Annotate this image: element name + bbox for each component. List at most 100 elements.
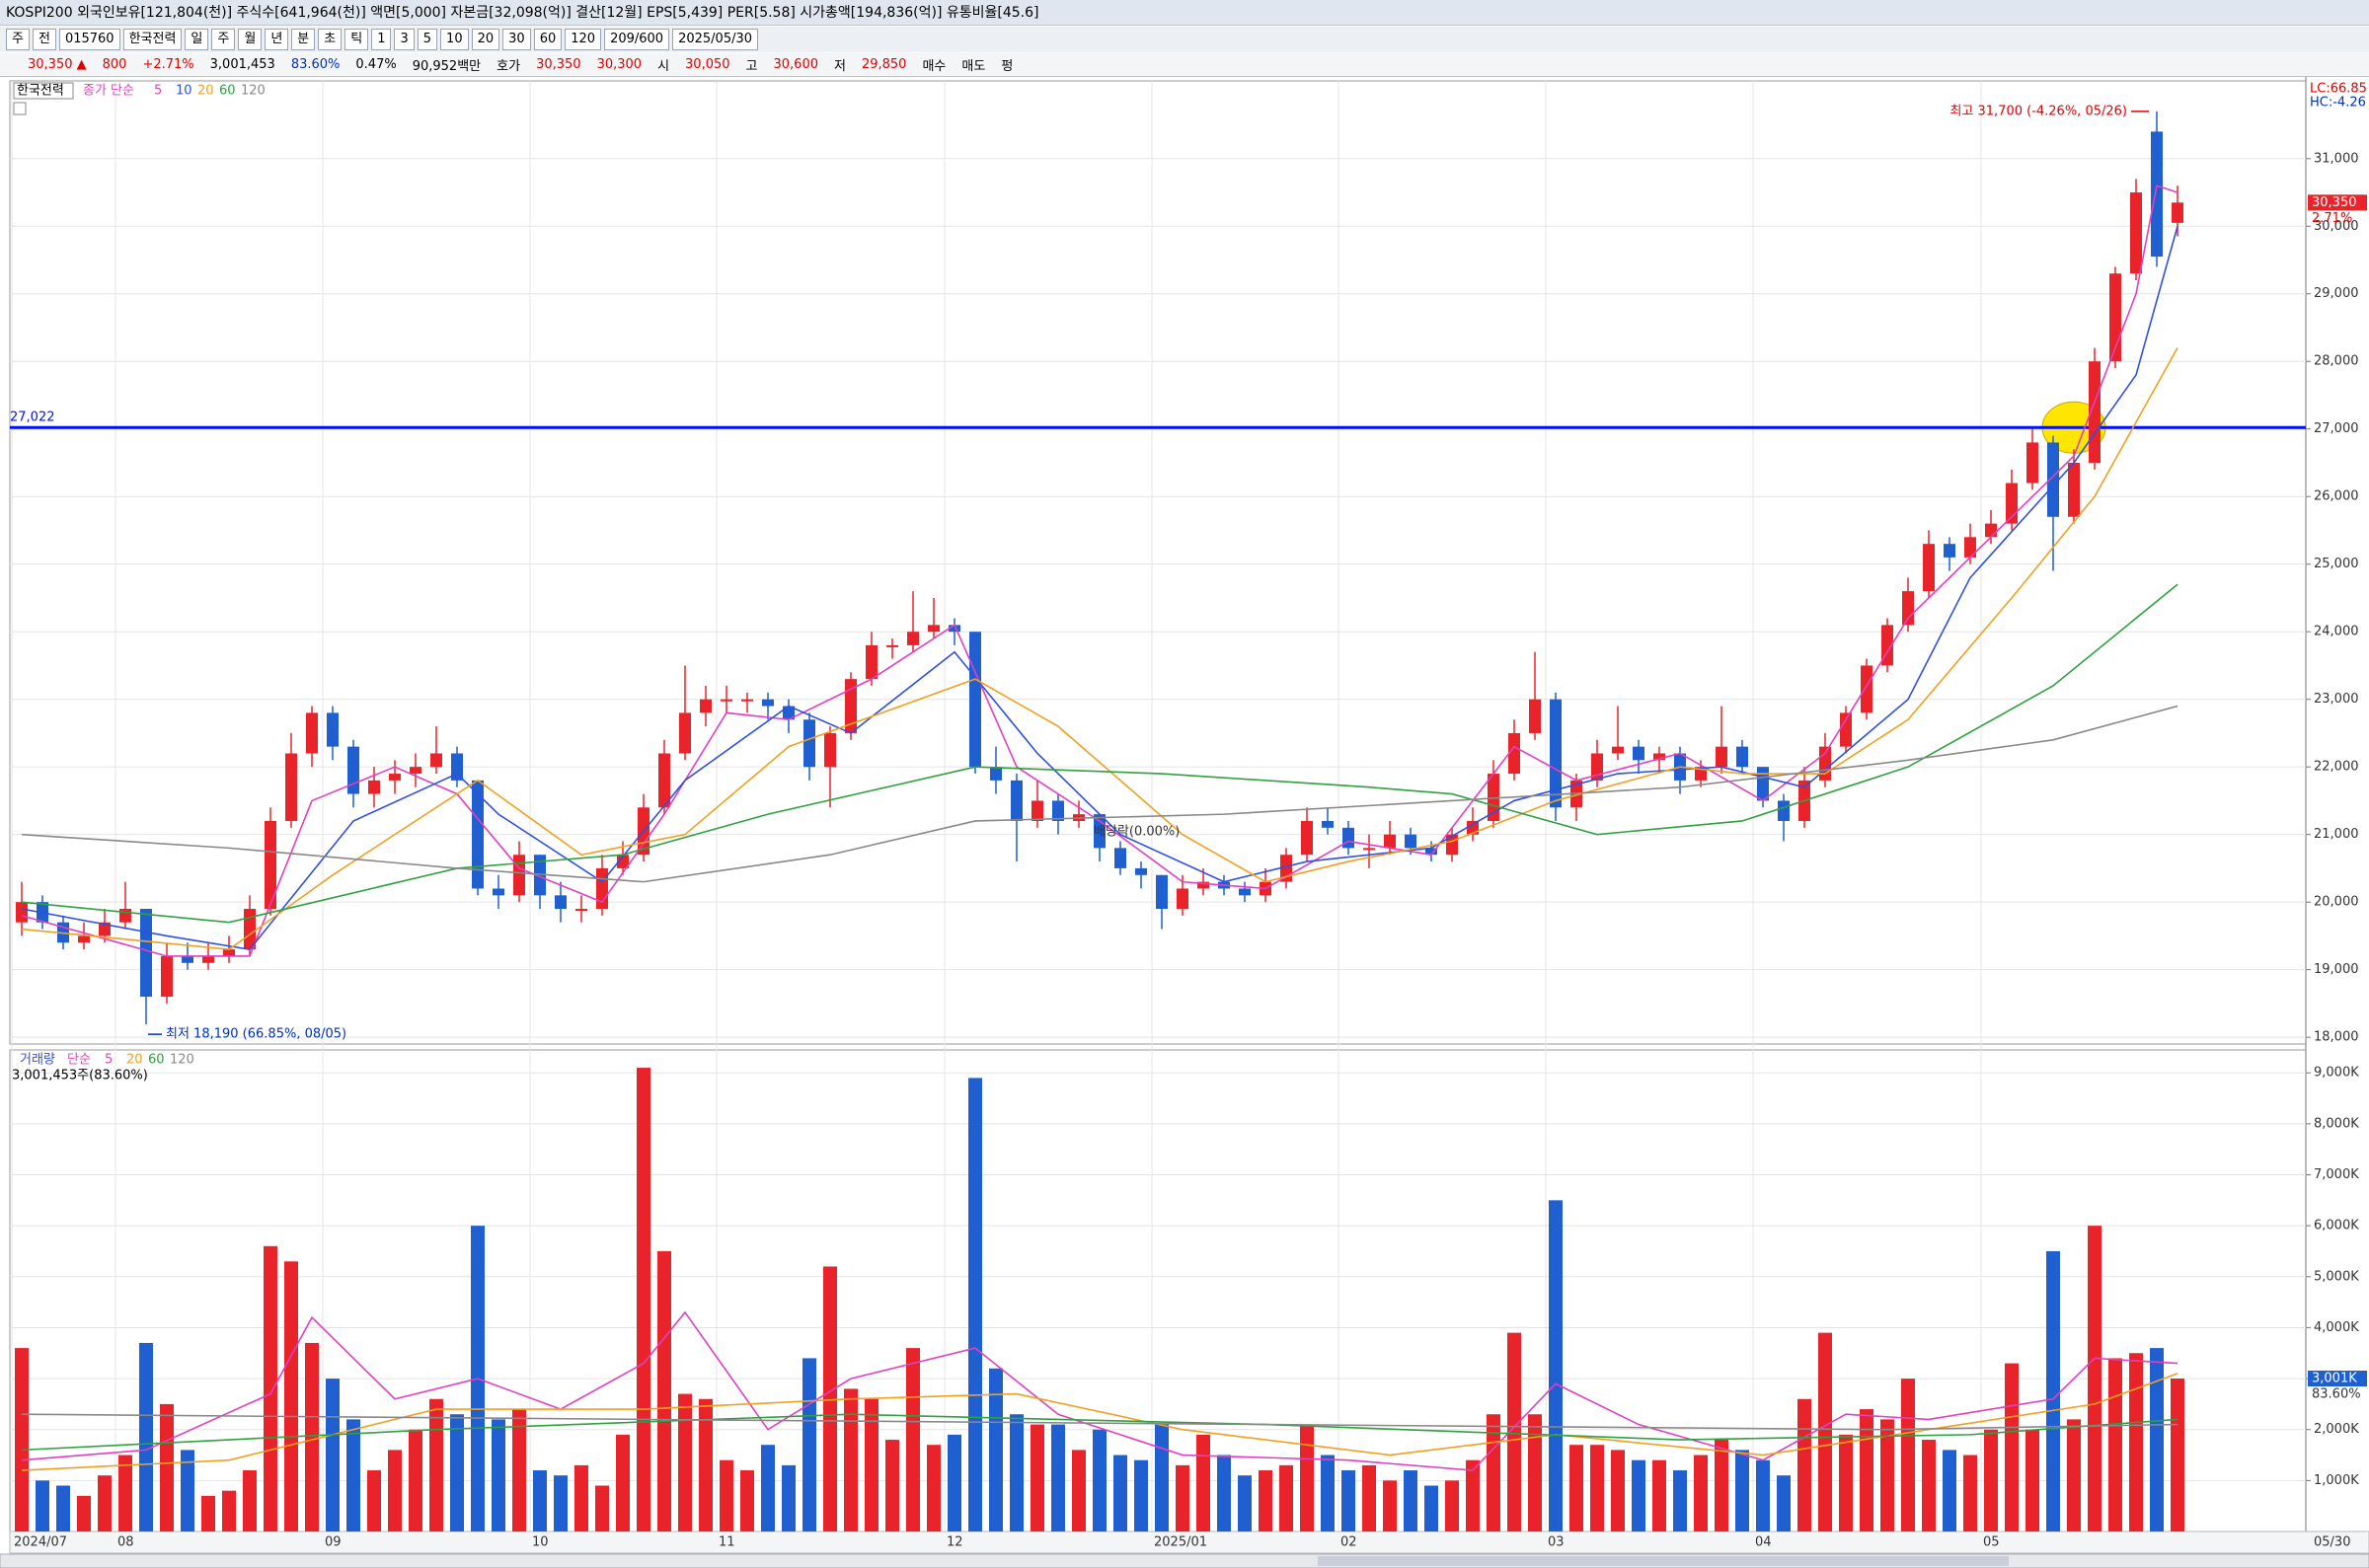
candle-body xyxy=(1736,746,1748,768)
volume-bar xyxy=(1922,1440,1936,1531)
volume-bar xyxy=(1549,1200,1563,1531)
toolbar-button[interactable]: 10 xyxy=(440,29,469,50)
toolbar-button[interactable]: 분 xyxy=(291,29,316,50)
legend-entry: 20 xyxy=(126,1053,143,1068)
candle-body xyxy=(1508,732,1520,775)
candle-body xyxy=(1840,712,1852,747)
candle-body xyxy=(2026,442,2038,484)
toolbar-button[interactable]: 년 xyxy=(265,29,289,50)
quote-row: 30,350 ▲ 800 +2.71% 3,001,453 83.60% 0.47% 90,… xyxy=(0,53,2369,77)
candle-body xyxy=(1114,848,1126,868)
x-tick-label: 04 xyxy=(1755,1535,1772,1550)
volume-bar xyxy=(492,1419,505,1531)
candle-body xyxy=(1529,699,1541,733)
quote-field: 3,001,453 xyxy=(209,57,275,72)
y-tick-label: 31,000 xyxy=(2314,151,2359,166)
candle-body xyxy=(783,706,795,720)
candle-body xyxy=(1342,827,1354,849)
volume-bar xyxy=(699,1398,713,1531)
toolbar-button[interactable]: 2025/05/30 xyxy=(672,29,759,50)
volume-bar xyxy=(429,1398,443,1531)
volume-bar xyxy=(284,1261,298,1531)
y-tick-label: 7,000K xyxy=(2314,1167,2359,1182)
y-tick-label: 18,000 xyxy=(2314,1030,2359,1045)
candle-body xyxy=(721,699,732,702)
volume-bar xyxy=(243,1470,257,1531)
y-tick-label: 27,000 xyxy=(2314,421,2359,436)
y-tick-label: 22,000 xyxy=(2314,760,2359,775)
candle-body xyxy=(1964,537,1976,558)
candle-body xyxy=(1177,888,1188,910)
volume-bar xyxy=(948,1434,961,1531)
volume-bar xyxy=(740,1470,754,1531)
last-price-box xyxy=(2308,194,2367,211)
toolbar-button[interactable]: 초 xyxy=(318,29,343,50)
volume-bar xyxy=(1155,1424,1169,1531)
volume-bar xyxy=(906,1348,920,1531)
last-volume-pct: 83.60% xyxy=(2312,1387,2361,1402)
toolbar-button[interactable]: 30 xyxy=(502,29,531,50)
volume-bar xyxy=(616,1434,630,1531)
volume-bar xyxy=(1694,1455,1708,1531)
moving-average xyxy=(21,583,2178,924)
candle-body xyxy=(410,767,421,775)
y-tick-label: 5,000K xyxy=(2314,1269,2359,1284)
candle-body xyxy=(2151,131,2163,258)
toolbar-button[interactable]: 20 xyxy=(471,29,500,50)
volume-bar xyxy=(782,1464,796,1531)
toolbar-button[interactable]: 전 xyxy=(32,29,56,50)
high-label: 최고 31,700 (-4.26%, 05/26) xyxy=(1949,104,2127,118)
moving-average xyxy=(21,1310,2178,1471)
candle-body xyxy=(1239,888,1251,896)
toolbar-button[interactable]: 주 xyxy=(211,29,236,50)
candle-body xyxy=(700,699,712,713)
candle-body xyxy=(327,712,339,747)
toolbar-button[interactable]: 209/600 xyxy=(604,29,670,50)
candle-body xyxy=(824,732,836,768)
toolbar-button[interactable]: 3 xyxy=(394,29,415,50)
volume-bar xyxy=(1424,1485,1438,1531)
toolbar-button[interactable]: 120 xyxy=(565,29,602,50)
candle-body xyxy=(202,955,214,963)
candle-body xyxy=(1425,848,1437,856)
volume-bar xyxy=(2067,1419,2081,1531)
candle-body xyxy=(928,625,940,633)
y-tick-label: 2,000K xyxy=(2314,1422,2359,1437)
volume-bar xyxy=(927,1445,941,1531)
volume-bar xyxy=(574,1464,588,1531)
toolbar-button[interactable]: 일 xyxy=(185,29,209,50)
candle-body xyxy=(1985,523,1997,538)
candle-body xyxy=(949,625,960,633)
candle-body xyxy=(472,780,484,889)
volume-bar xyxy=(2150,1348,2164,1531)
legend-entry: 60 xyxy=(219,84,236,99)
volume-bar xyxy=(326,1379,340,1531)
volume-bar xyxy=(409,1429,422,1531)
toolbar-button[interactable]: 주 xyxy=(6,29,30,50)
legend-name: 한국전력 xyxy=(17,84,64,99)
toolbar-button[interactable]: 한국전력 xyxy=(122,29,183,50)
candle-body xyxy=(140,909,152,998)
candle-body xyxy=(1819,746,1831,781)
toolbar-button[interactable]: 5 xyxy=(417,29,438,50)
candle-body xyxy=(1363,848,1375,851)
candle-body xyxy=(430,753,442,768)
toolbar-button[interactable]: 틱 xyxy=(344,29,369,50)
x-end-label: 05/30 xyxy=(2314,1535,2350,1550)
legend-entry: 20 xyxy=(197,84,214,99)
volume-bar xyxy=(1880,1419,1894,1531)
toolbar-button[interactable]: 월 xyxy=(238,29,263,50)
moving-average xyxy=(21,185,2178,957)
toolbar-button[interactable]: 1 xyxy=(371,29,392,50)
candle-body xyxy=(451,753,463,781)
volume-bar xyxy=(1196,1434,1210,1531)
volume-bar xyxy=(1735,1450,1749,1531)
toolbar-button[interactable]: 60 xyxy=(533,29,563,50)
legend-name-box xyxy=(13,82,74,100)
volume-bar xyxy=(1321,1455,1335,1531)
toolbar-button[interactable]: 015760 xyxy=(58,29,120,50)
candle-body xyxy=(1446,834,1458,856)
volume-bar xyxy=(160,1403,174,1531)
volume-bar xyxy=(595,1485,609,1531)
volume-title: 거래량 xyxy=(20,1053,55,1068)
